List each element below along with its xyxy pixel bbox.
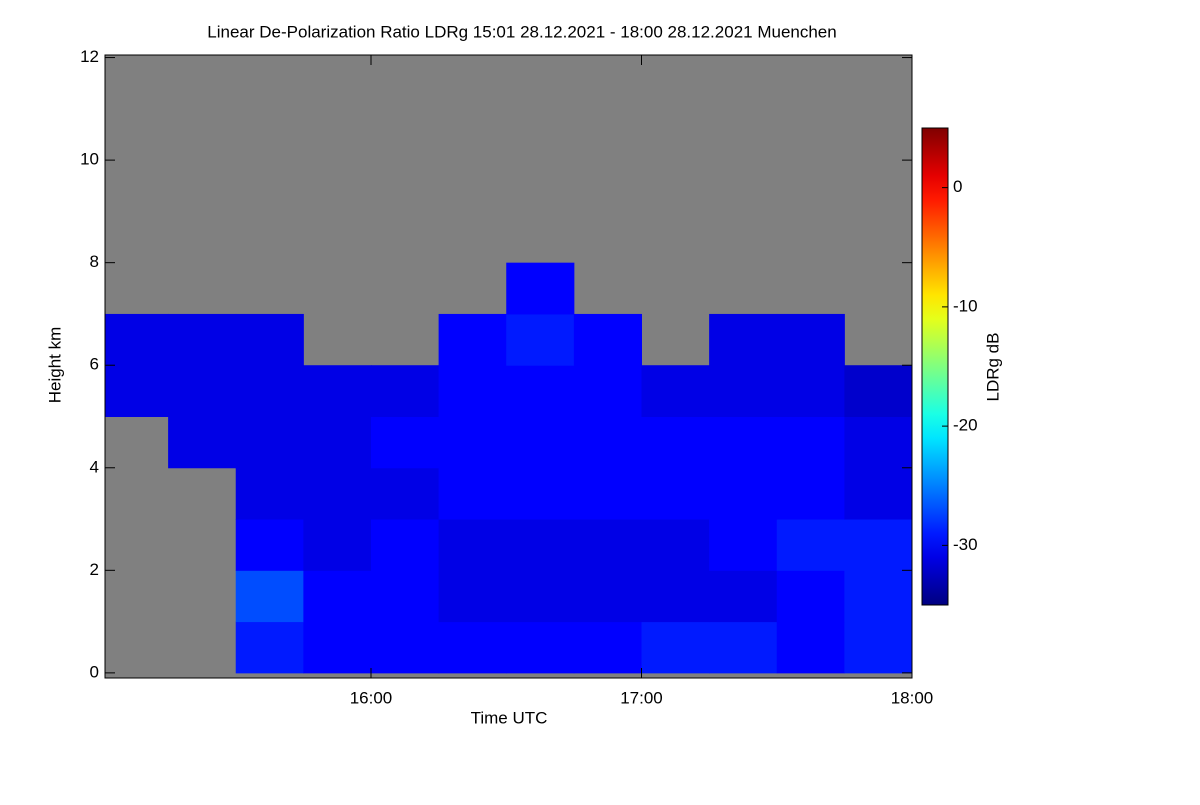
heatmap-cell bbox=[641, 365, 710, 417]
colorbar-label: LDRg dB bbox=[983, 333, 1002, 402]
heatmap-cell bbox=[370, 467, 440, 520]
heatmap-cell bbox=[506, 416, 575, 469]
heatmap-cell bbox=[506, 519, 575, 571]
y-tick-label: 4 bbox=[90, 457, 99, 476]
heatmap-cell bbox=[438, 313, 507, 366]
heatmap-cell bbox=[573, 621, 642, 674]
heatmap-cell bbox=[303, 416, 372, 469]
heatmap-cell bbox=[776, 570, 845, 623]
heatmap-cell bbox=[709, 519, 778, 571]
heatmap-cell bbox=[506, 621, 575, 674]
heatmap-cell bbox=[235, 416, 304, 469]
heatmap-cell bbox=[844, 621, 913, 674]
heatmap-cell bbox=[438, 467, 507, 520]
heatmap-cell bbox=[235, 365, 304, 417]
heatmap-cell bbox=[776, 313, 845, 366]
colorbar-tick-label: 0 bbox=[953, 177, 962, 196]
heatmap-cell bbox=[506, 467, 575, 520]
heatmap-cell bbox=[235, 570, 304, 623]
colorbar bbox=[921, 127, 949, 606]
heatmap-cell bbox=[303, 519, 372, 571]
heatmap-cell bbox=[438, 365, 507, 417]
colorbar-tick-label: -20 bbox=[953, 416, 978, 435]
heatmap-cell bbox=[370, 365, 440, 417]
heatmap-cell bbox=[641, 467, 710, 520]
heatmap-cell bbox=[303, 570, 372, 623]
heatmap-cell bbox=[370, 416, 440, 469]
heatmap-cell bbox=[709, 621, 778, 674]
heatmap-cell bbox=[235, 467, 304, 520]
heatmap-cell bbox=[573, 416, 642, 469]
heatmap-cell bbox=[641, 570, 710, 623]
x-tick-label: 18:00 bbox=[891, 688, 934, 707]
y-tick-label: 2 bbox=[90, 560, 99, 579]
heatmap-cell bbox=[641, 416, 710, 469]
y-tick-label: 6 bbox=[90, 355, 99, 374]
colorbar-tick-label: -10 bbox=[953, 296, 978, 315]
heatmap-cell bbox=[438, 570, 507, 623]
heatmap-cell bbox=[506, 262, 575, 315]
x-tick-label: 17:00 bbox=[620, 688, 663, 707]
heatmap-cell bbox=[641, 621, 710, 674]
y-tick-label: 10 bbox=[80, 150, 99, 169]
heatmap-cell bbox=[709, 416, 778, 469]
heatmap-cell bbox=[709, 467, 778, 520]
heatmap-cell bbox=[776, 467, 845, 520]
heatmap-cell bbox=[573, 519, 642, 571]
y-axis-label: Height km bbox=[45, 327, 64, 404]
heatmap-cell bbox=[438, 519, 507, 571]
heatmap-cell bbox=[844, 416, 913, 469]
heatmap-cell bbox=[844, 519, 913, 571]
plot-frame bbox=[104, 54, 913, 679]
heatmap-cell bbox=[303, 621, 372, 674]
heatmap-cell bbox=[844, 365, 913, 417]
heatmap-cell bbox=[506, 365, 575, 417]
heatmap-cell bbox=[303, 467, 372, 520]
heatmap-cell bbox=[235, 313, 304, 366]
y-tick-label: 8 bbox=[90, 252, 99, 271]
heatmap-cell bbox=[235, 519, 304, 571]
heatmap-cell bbox=[641, 519, 710, 571]
heatmap-cell bbox=[709, 313, 778, 366]
heatmap-cell bbox=[303, 365, 372, 417]
heatmap-cell bbox=[438, 621, 507, 674]
heatmap-cell bbox=[168, 313, 237, 366]
heatmap-cell bbox=[776, 416, 845, 469]
heatmap-cell bbox=[105, 313, 169, 366]
heatmap-cell bbox=[776, 365, 845, 417]
y-tick-label: 0 bbox=[90, 662, 99, 681]
heatmap-cell bbox=[506, 570, 575, 623]
x-axis-label: Time UTC bbox=[471, 708, 548, 727]
heatmap-cell bbox=[370, 519, 440, 571]
heatmap-cell bbox=[573, 313, 642, 366]
heatmap-cell bbox=[168, 416, 237, 469]
heatmap-cell bbox=[776, 519, 845, 571]
heatmap-cell bbox=[776, 621, 845, 674]
heatmap-cell bbox=[709, 365, 778, 417]
heatmap-cell bbox=[844, 570, 913, 623]
heatmap-cell bbox=[709, 570, 778, 623]
heatmap-cell bbox=[573, 570, 642, 623]
heatmap-cell bbox=[235, 621, 304, 674]
y-tick-label: 12 bbox=[80, 47, 99, 66]
heatmap-cell bbox=[370, 621, 440, 674]
heatmap-cell bbox=[844, 467, 913, 520]
heatmap-cell bbox=[506, 313, 575, 366]
colorbar-tick-label: -30 bbox=[953, 535, 978, 554]
heatmap-cell bbox=[105, 365, 169, 417]
x-tick-label: 16:00 bbox=[350, 688, 393, 707]
heatmap-cell bbox=[573, 467, 642, 520]
heatmap-cell bbox=[168, 365, 237, 417]
chart-title: Linear De-Polarization Ratio LDRg 15:01 … bbox=[207, 22, 836, 41]
heatmap-cell bbox=[370, 570, 440, 623]
heatmap-cell bbox=[573, 365, 642, 417]
heatmap-cell bbox=[438, 416, 507, 469]
